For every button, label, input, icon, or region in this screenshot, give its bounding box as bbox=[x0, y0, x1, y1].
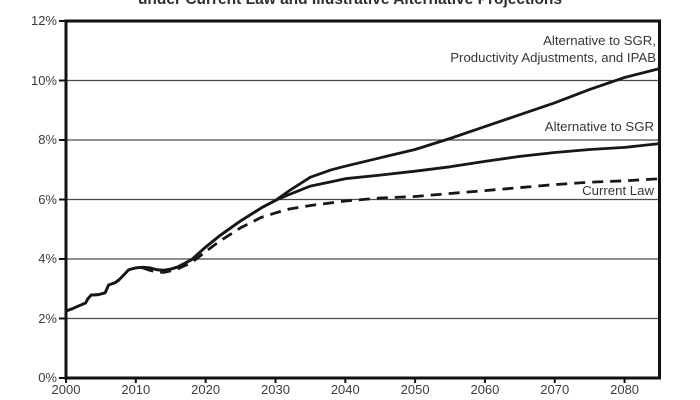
x-tick-label: 2080 bbox=[610, 382, 640, 397]
x-tick-label: 2000 bbox=[51, 382, 81, 397]
x-tick-label: 2030 bbox=[261, 382, 290, 397]
y-tick-label: 4% bbox=[38, 251, 57, 266]
y-tick-label: 2% bbox=[38, 310, 57, 326]
series-line bbox=[64, 142, 661, 313]
series-label-current-law: Current Law bbox=[582, 183, 654, 198]
chart-title: under Current Law and Illustrative Alter… bbox=[0, 0, 700, 9]
y-tick-label: 6% bbox=[38, 191, 57, 207]
x-tick-label: 2020 bbox=[191, 382, 221, 397]
series-line bbox=[64, 67, 661, 313]
x-tick-label: 2060 bbox=[470, 382, 500, 397]
series-label-alt-sgr: Alternative to SGR bbox=[544, 119, 654, 134]
x-tick-label: 2050 bbox=[400, 382, 430, 397]
x-tick-label: 2010 bbox=[121, 382, 151, 397]
y-tick-label: 12% bbox=[30, 13, 57, 28]
x-tick-label: 2070 bbox=[540, 382, 570, 397]
y-tick-label: 0% bbox=[38, 370, 57, 385]
series-label-alt-sgr-productivity-ipab: Alternative to SGR, Productivity Adjustm… bbox=[450, 33, 656, 66]
series-line bbox=[142, 177, 660, 274]
series-label-line: Productivity Adjustments, and IPAB bbox=[450, 49, 656, 65]
series-label-line: Alternative to SGR, bbox=[543, 33, 656, 48]
y-tick-label: 10% bbox=[30, 72, 57, 88]
x-tick-label: 2040 bbox=[330, 382, 360, 397]
y-tick-label: 8% bbox=[38, 132, 57, 147]
